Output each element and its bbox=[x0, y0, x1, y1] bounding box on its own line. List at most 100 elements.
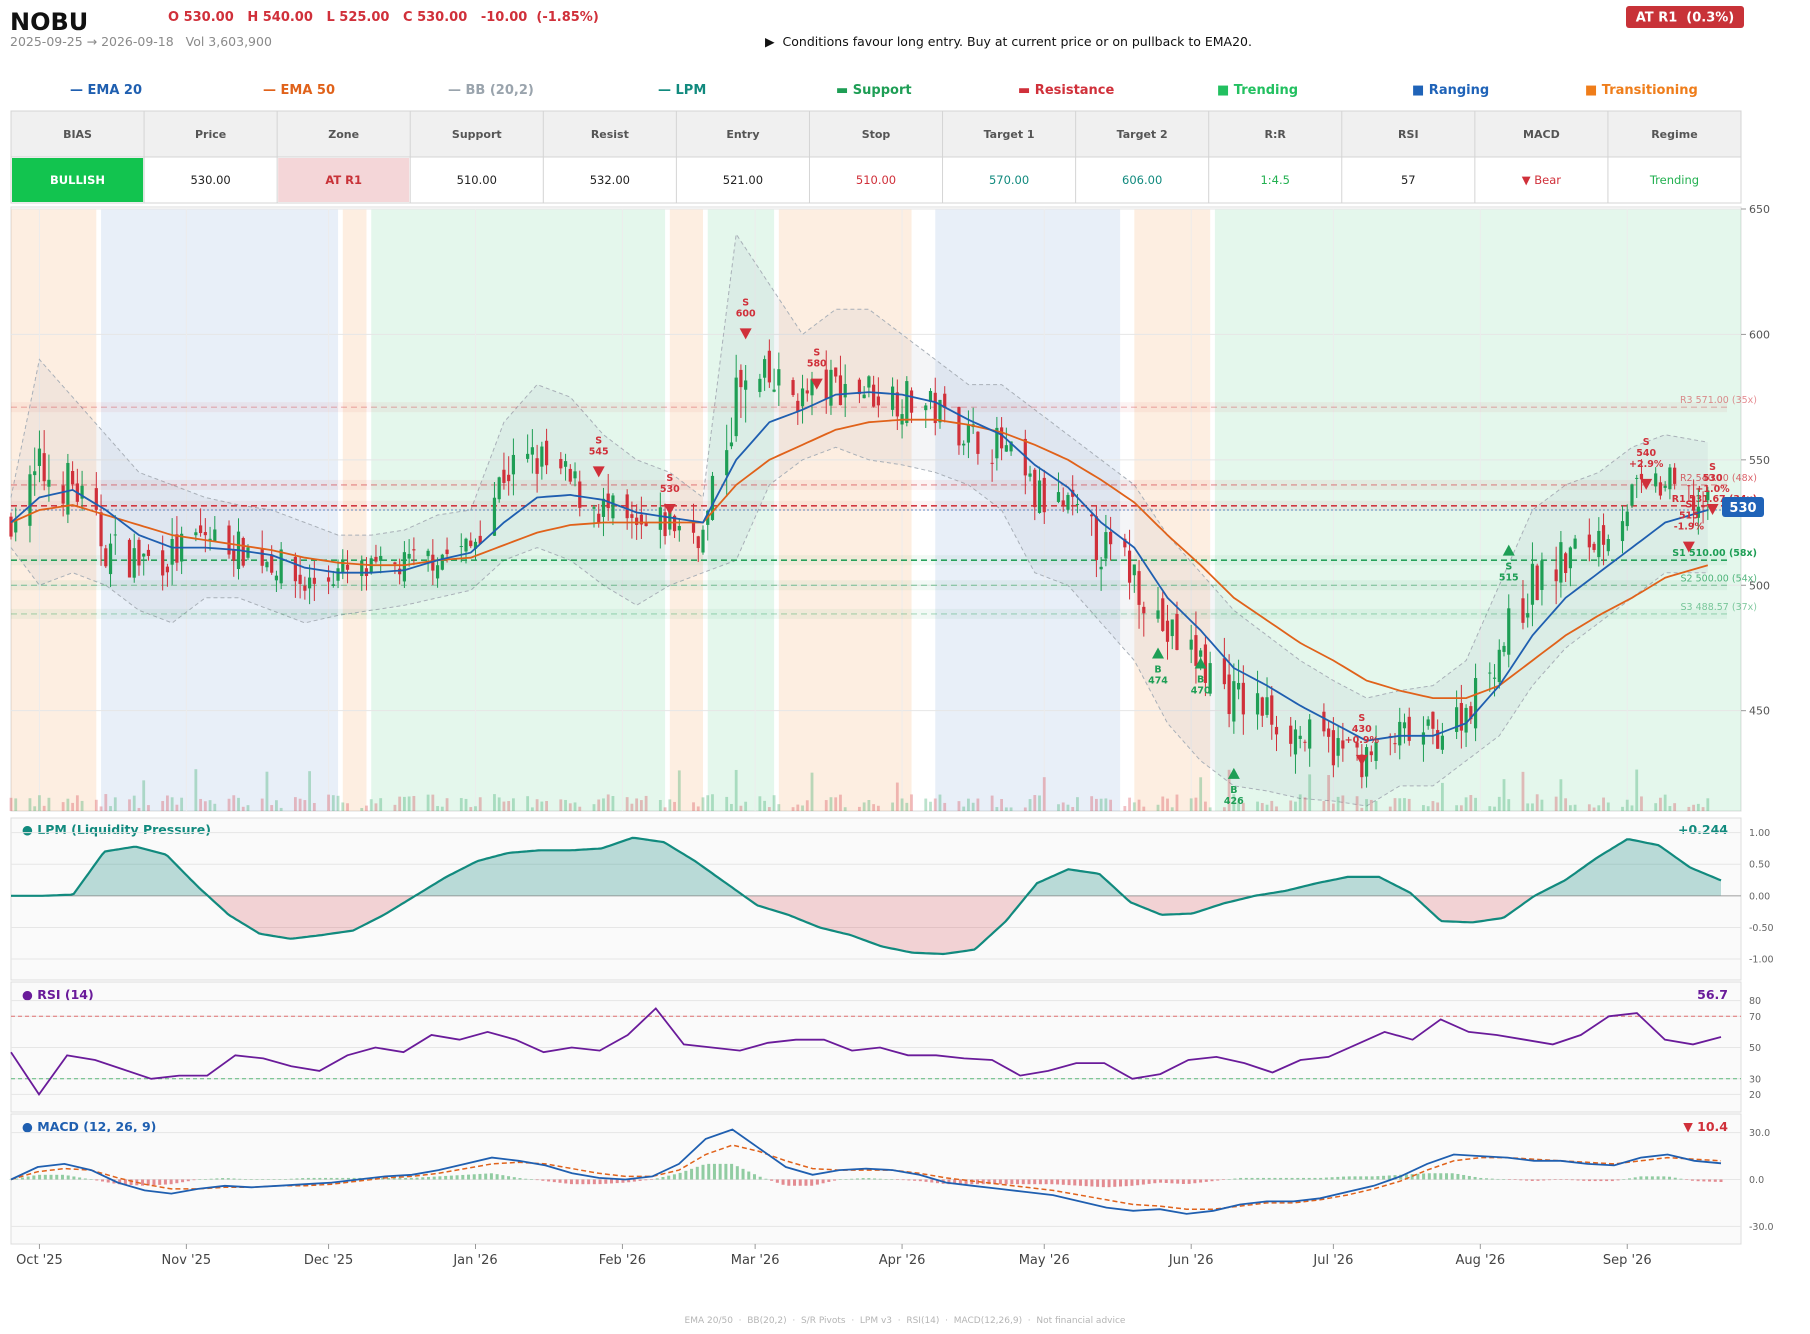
candle-body bbox=[1033, 469, 1037, 508]
candle-body bbox=[1175, 613, 1179, 650]
candle-body bbox=[729, 442, 734, 447]
date-tick-label: Dec '25 bbox=[304, 1253, 353, 1268]
macd-histogram-bar bbox=[953, 1179, 957, 1185]
volume-bar bbox=[744, 801, 748, 811]
volume-bar bbox=[203, 801, 207, 811]
macd-histogram-bar bbox=[55, 1174, 59, 1180]
macd-histogram-bar bbox=[1668, 1176, 1672, 1180]
macd-histogram-bar bbox=[1324, 1177, 1328, 1180]
signal-label: 515 bbox=[1499, 573, 1519, 584]
macd-histogram-bar bbox=[850, 1178, 854, 1180]
macd-histogram-bar bbox=[1536, 1179, 1540, 1181]
volume-bar bbox=[445, 798, 449, 811]
volume-bar bbox=[199, 798, 202, 811]
volume-bar bbox=[995, 807, 999, 811]
volume-bar bbox=[180, 797, 184, 811]
candle-body bbox=[274, 575, 279, 581]
macd-histogram-bar bbox=[415, 1177, 419, 1180]
macd-histogram-bar bbox=[1233, 1178, 1237, 1180]
table-header-support: Support bbox=[452, 128, 502, 141]
macd-histogram-bar bbox=[158, 1179, 162, 1185]
candle-body bbox=[890, 386, 895, 410]
candle-body bbox=[1488, 672, 1492, 674]
volume-bar bbox=[1308, 774, 1312, 811]
legend-item-bb-20-2-: — BB (20,2) bbox=[448, 83, 534, 98]
macd-histogram-bar bbox=[312, 1177, 316, 1180]
macd-histogram-bar bbox=[1599, 1179, 1603, 1182]
volume-bar bbox=[1440, 782, 1444, 811]
macd-histogram-bar bbox=[1199, 1179, 1203, 1183]
candle-body bbox=[1407, 716, 1411, 741]
candle-body bbox=[744, 380, 748, 390]
macd-histogram-bar bbox=[1587, 1179, 1591, 1182]
volume-bar bbox=[393, 804, 397, 811]
candle-body bbox=[635, 517, 639, 525]
macd-histogram-bar bbox=[707, 1163, 711, 1180]
macd-histogram-bar bbox=[306, 1177, 310, 1180]
macd-histogram-bar bbox=[1565, 1179, 1569, 1180]
macd-histogram-bar bbox=[964, 1179, 968, 1185]
volume-bar bbox=[1061, 802, 1065, 811]
macd-histogram-bar bbox=[1616, 1179, 1620, 1181]
candle-body bbox=[1194, 635, 1198, 666]
candle-body bbox=[710, 475, 715, 520]
candle-body bbox=[1260, 697, 1264, 716]
macd-histogram-bar bbox=[895, 1179, 899, 1180]
volume-bar bbox=[1166, 798, 1169, 811]
date-tick-label: Apr '26 bbox=[879, 1253, 926, 1268]
table-value-price: 530.00 bbox=[190, 173, 230, 187]
candle-body bbox=[1492, 677, 1497, 679]
volume-bar bbox=[1303, 797, 1307, 811]
table-value-target-2: 606.00 bbox=[1122, 173, 1162, 187]
macd-histogram-bar bbox=[558, 1179, 562, 1183]
macd-histogram-bar bbox=[243, 1179, 247, 1180]
macd-histogram-bar bbox=[1393, 1175, 1397, 1180]
volume-bar bbox=[872, 804, 876, 811]
macd-histogram-bar bbox=[684, 1170, 688, 1180]
volume-bar bbox=[929, 801, 932, 811]
macd-histogram-bar bbox=[1302, 1177, 1306, 1180]
signal-label: 426 bbox=[1224, 796, 1244, 807]
macd-histogram-bar bbox=[1502, 1179, 1506, 1180]
volume-bar bbox=[725, 796, 729, 811]
signal-label: +2.9% bbox=[1629, 459, 1664, 470]
volume-bar bbox=[839, 794, 842, 811]
macd-histogram-bar bbox=[650, 1179, 654, 1180]
volume-bar bbox=[1137, 799, 1141, 811]
macd-histogram-bar bbox=[512, 1177, 516, 1180]
macd-histogram-bar bbox=[598, 1179, 602, 1185]
macd-histogram-bar bbox=[1427, 1173, 1431, 1180]
macd-histogram-bar bbox=[1204, 1179, 1208, 1182]
volume-bar bbox=[1493, 806, 1496, 811]
volume-bar bbox=[341, 802, 345, 811]
macd-histogram-bar bbox=[981, 1179, 985, 1185]
macd-histogram-bar bbox=[690, 1168, 694, 1180]
candle-body bbox=[834, 367, 838, 377]
candle-body bbox=[943, 393, 947, 408]
macd-histogram-bar bbox=[827, 1179, 831, 1182]
candle-body bbox=[663, 512, 667, 537]
date-tick-label: Feb '26 bbox=[599, 1253, 646, 1268]
volume-bar bbox=[14, 798, 18, 811]
volume-bar bbox=[270, 805, 274, 811]
candle-body bbox=[270, 554, 274, 573]
macd-histogram-bar bbox=[421, 1177, 425, 1180]
volume-bar bbox=[739, 805, 743, 811]
volume-bar bbox=[1407, 798, 1411, 811]
volume-bar bbox=[1602, 797, 1605, 811]
macd-histogram-bar bbox=[278, 1179, 282, 1180]
candle-body bbox=[1440, 735, 1444, 750]
macd-value: ▼ 10.4 bbox=[1683, 1119, 1728, 1134]
macd-histogram-bar bbox=[432, 1176, 436, 1180]
volume-bar bbox=[900, 798, 904, 811]
volume-bar bbox=[1564, 798, 1568, 811]
candle-body bbox=[379, 555, 383, 561]
volume-bar bbox=[663, 807, 667, 811]
sr-label-r2: R2 540.00 (48x) bbox=[1680, 473, 1757, 484]
legend-item-trending: ■ Trending bbox=[1217, 83, 1298, 98]
macd-histogram-bar bbox=[1439, 1173, 1443, 1180]
macd-histogram-bar bbox=[1467, 1175, 1471, 1180]
macd-histogram-bar bbox=[1433, 1173, 1437, 1180]
